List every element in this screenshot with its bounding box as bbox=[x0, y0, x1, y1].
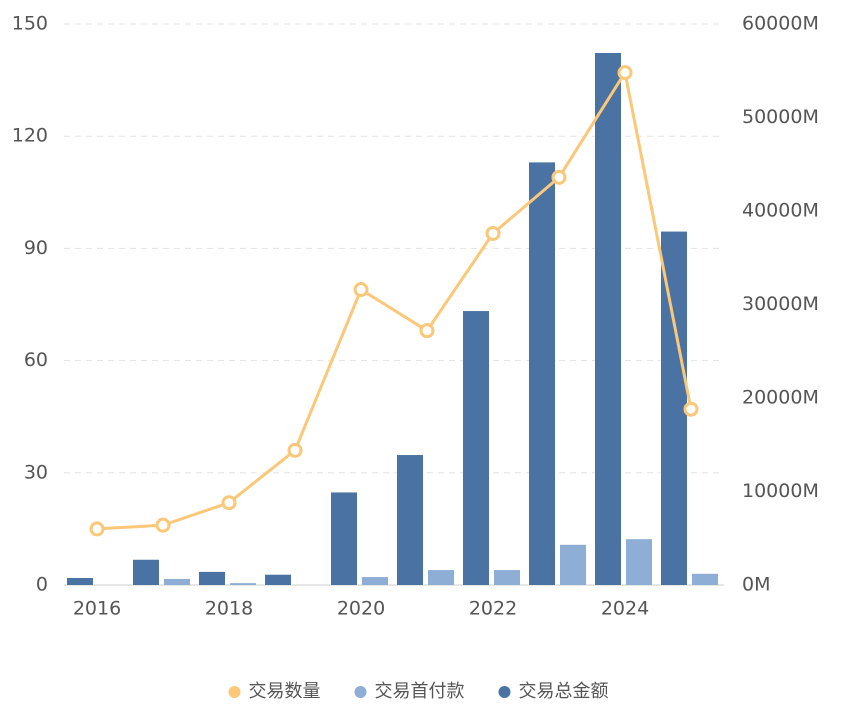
y-tick-label: 0 bbox=[36, 574, 48, 596]
bar bbox=[230, 583, 256, 585]
bar bbox=[133, 559, 159, 585]
line-marker bbox=[485, 225, 501, 241]
y-tick-label: 150 bbox=[12, 13, 48, 35]
legend-marker bbox=[228, 686, 241, 698]
line bbox=[96, 68, 693, 531]
bar bbox=[331, 492, 357, 585]
line-marker bbox=[551, 169, 567, 185]
bar bbox=[626, 539, 652, 585]
legend-marker bbox=[354, 686, 367, 698]
x-tick-label: 2016 bbox=[73, 598, 121, 620]
bar bbox=[164, 578, 190, 585]
y2-tick-label: 30000M bbox=[742, 293, 819, 315]
x-tick-label: 2018 bbox=[205, 598, 253, 620]
line-marker bbox=[287, 442, 303, 458]
bar bbox=[595, 52, 621, 586]
y-tick-label: 60 bbox=[24, 349, 48, 371]
y2-tick-label: 60000M bbox=[742, 13, 819, 35]
legend-label: 交易首付款 bbox=[375, 681, 465, 702]
line-marker bbox=[683, 401, 699, 417]
legend-marker bbox=[498, 686, 511, 698]
x-tick-label: 2022 bbox=[469, 598, 517, 620]
y-tick-label: 30 bbox=[24, 461, 48, 483]
legend-label: 交易总金额 bbox=[519, 681, 609, 702]
bar bbox=[463, 311, 489, 585]
bar bbox=[199, 571, 225, 585]
bar bbox=[265, 574, 291, 585]
y2-tick-label: 40000M bbox=[742, 200, 819, 222]
bar bbox=[529, 162, 555, 585]
bar bbox=[692, 573, 718, 585]
bar bbox=[560, 544, 586, 585]
y2-tick-label: 10000M bbox=[742, 480, 819, 502]
y2-tick-label: 0M bbox=[742, 574, 770, 596]
bar bbox=[67, 577, 93, 585]
y2-tick-label: 20000M bbox=[742, 387, 819, 409]
bar bbox=[494, 570, 520, 585]
y-tick-label: 90 bbox=[24, 237, 48, 259]
line-marker bbox=[89, 521, 105, 537]
line-marker bbox=[353, 282, 369, 298]
line-marker bbox=[617, 65, 633, 81]
line-marker bbox=[221, 495, 237, 511]
x-tick-label: 2024 bbox=[601, 598, 649, 620]
bar bbox=[397, 455, 423, 585]
y-tick-label: 120 bbox=[12, 125, 48, 147]
y2-tick-label: 50000M bbox=[742, 106, 819, 128]
legend-label: 交易数量 bbox=[249, 681, 321, 702]
bar bbox=[661, 231, 687, 585]
bar bbox=[362, 577, 388, 585]
bar bbox=[428, 570, 454, 585]
line-marker bbox=[419, 323, 435, 339]
x-tick-label: 2020 bbox=[337, 598, 385, 620]
line-marker bbox=[155, 517, 171, 533]
